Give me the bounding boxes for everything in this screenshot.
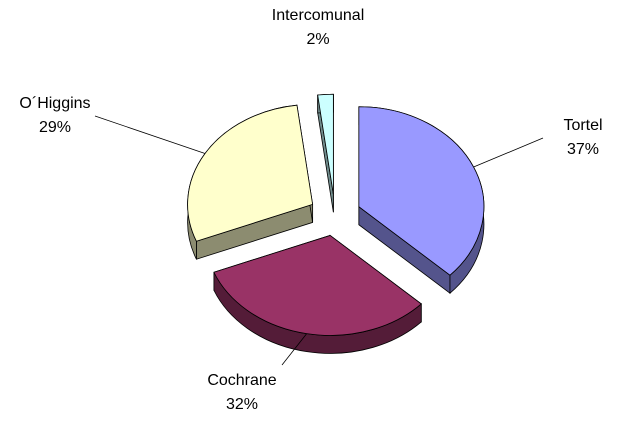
slice-label: Cochrane [207, 372, 276, 389]
slice-value-label: 2% [306, 31, 329, 48]
slice-label: O´Higgins [19, 95, 90, 112]
leader-line [281, 333, 308, 366]
slice-value-label: 37% [567, 141, 599, 158]
leader-line [473, 137, 544, 168]
slice [358, 106, 485, 276]
slice-label: Tortel [563, 117, 602, 134]
slice [187, 104, 314, 242]
slice-value-label: 32% [226, 396, 258, 413]
slice [213, 234, 422, 336]
slice-label: Intercomunal [272, 7, 365, 24]
slice [317, 93, 334, 195]
slice-value-label: 29% [39, 119, 71, 136]
leader-line [94, 115, 206, 154]
